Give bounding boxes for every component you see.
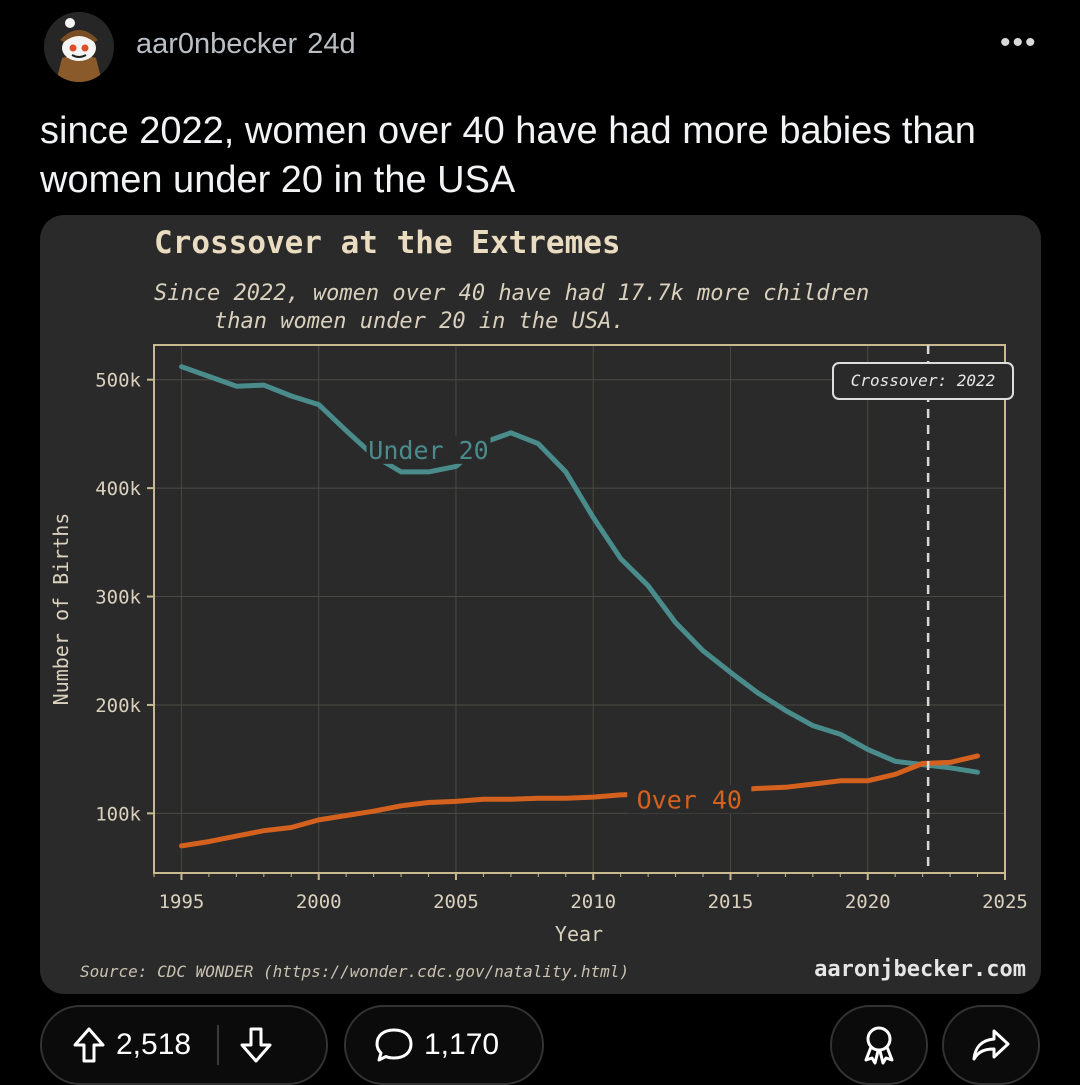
chart-image[interactable]: Crossover at the Extremes Since 2022, wo… — [40, 215, 1041, 994]
user-avatar-icon — [44, 12, 114, 82]
x-tick-label: 2015 — [708, 891, 754, 913]
source-note: Source: CDC WONDER (https://wonder.cdc.g… — [80, 962, 629, 981]
y-tick-label: 400k — [95, 478, 141, 500]
comment-bubble-icon — [374, 1026, 414, 1064]
x-tick-label: 2000 — [296, 891, 342, 913]
y-tick-label: 500k — [95, 370, 141, 392]
over-40-label: Over 40 — [637, 785, 742, 814]
vote-divider — [217, 1025, 220, 1065]
y-tick-label: 100k — [95, 803, 141, 825]
username[interactable]: aar0nbecker — [136, 28, 298, 60]
plot-frame — [153, 344, 1006, 874]
post-age: 24d — [307, 28, 356, 60]
x-tick-label: 1995 — [159, 891, 205, 913]
y-tick-label: 300k — [95, 587, 141, 609]
vote-bar: 2,518 — [40, 1005, 328, 1085]
under-20-label: Under 20 — [368, 436, 488, 465]
chart-subtitle-line2: than women under 20 in the USA. — [214, 309, 625, 334]
chart-subtitle-line1: Since 2022, women over 40 have had 17.7k… — [154, 281, 869, 306]
x-axis-label: Year — [555, 922, 603, 946]
post-title[interactable]: since 2022, women over 40 have had more … — [40, 110, 976, 201]
avatar[interactable] — [44, 12, 114, 82]
line-chart: Crossover at the Extremes Since 2022, wo… — [49, 225, 1028, 982]
award-button[interactable] — [830, 1005, 928, 1085]
post-author[interactable]: aar0nbecker 24d — [136, 28, 356, 61]
downvote-arrow-icon[interactable] — [239, 1026, 273, 1064]
y-tick-label: 200k — [95, 695, 141, 717]
upvote-count: 2,518 — [116, 1028, 192, 1061]
share-arrow-icon — [971, 1026, 1011, 1064]
y-axis-label: Number of Births — [49, 513, 73, 706]
credit-text: aaronjbecker.com — [814, 957, 1026, 982]
x-tick-label: 2005 — [433, 891, 479, 913]
share-button[interactable] — [942, 1005, 1040, 1085]
x-tick-label: 2020 — [845, 891, 891, 913]
series-label-background — [627, 785, 752, 814]
crossover-annotation: Crossover: 2022 — [832, 362, 1014, 400]
comments-button[interactable]: 1,170 — [344, 1005, 544, 1085]
x-tick-label: 2025 — [982, 891, 1028, 913]
chart-title: Crossover at the Extremes — [154, 225, 621, 261]
upvote-arrow-icon[interactable] — [72, 1026, 106, 1064]
x-tick-label: 2010 — [570, 891, 616, 913]
over-40-line — [179, 753, 980, 849]
award-icon — [859, 1024, 899, 1066]
comment-count: 1,170 — [424, 1028, 500, 1061]
crossover-label: Crossover: 2022 — [851, 371, 996, 390]
series-label-background — [366, 435, 491, 464]
more-options-button[interactable]: ••• — [1000, 26, 1038, 59]
under-20-line — [179, 364, 980, 775]
